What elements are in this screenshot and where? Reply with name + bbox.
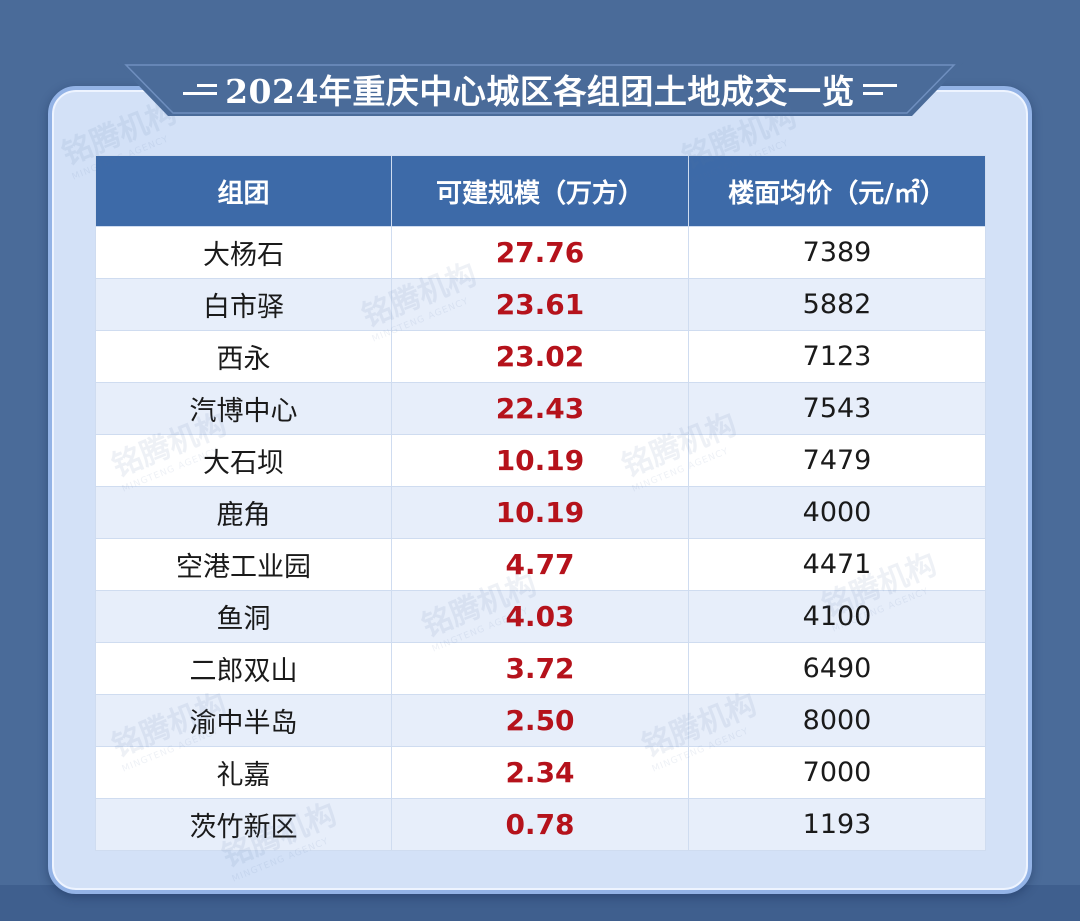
cell-scale: 2.50 (391, 694, 689, 747)
cell-scale: 23.61 (391, 278, 689, 331)
cell-price: 1193 (688, 798, 986, 851)
cell-group: 鱼洞 (95, 590, 392, 643)
title-banner-shape (116, 62, 964, 116)
cell-scale: 0.78 (391, 798, 689, 851)
data-table-wrapper: 组团 可建规模（万方） 楼面均价（元/㎡） 大杨石 27.76 7389 白市驿… (95, 155, 986, 851)
cell-group: 礼嘉 (95, 746, 392, 799)
table-row: 白市驿 23.61 5882 (95, 278, 986, 331)
title-banner: 2024年重庆中心城区各组团土地成交一览 (116, 62, 964, 116)
cell-scale: 2.34 (391, 746, 689, 799)
page-title-group: 2024年重庆中心城区各组团土地成交一览 (183, 65, 897, 113)
cell-group: 白市驿 (95, 278, 392, 331)
table-body: 大杨石 27.76 7389 白市驿 23.61 5882 西永 23.02 7… (95, 226, 986, 851)
cell-group: 大石坝 (95, 434, 392, 487)
column-header-scale: 可建规模（万方） (391, 155, 689, 227)
title-deco-left (183, 83, 218, 95)
cell-price: 5882 (688, 278, 986, 331)
table-row: 二郎双山 3.72 6490 (95, 642, 986, 695)
cell-group: 二郎双山 (95, 642, 392, 695)
cell-price: 7479 (688, 434, 986, 487)
table-row: 西永 23.02 7123 (95, 330, 986, 383)
cell-price: 7389 (688, 226, 986, 279)
cell-price: 7123 (688, 330, 986, 383)
table-row: 渝中半岛 2.50 8000 (95, 694, 986, 747)
cell-group: 渝中半岛 (95, 694, 392, 747)
cell-scale: 10.19 (391, 434, 689, 487)
cell-group: 茨竹新区 (95, 798, 392, 851)
column-header-group: 组团 (95, 155, 392, 227)
cell-scale: 27.76 (391, 226, 689, 279)
cell-scale: 23.02 (391, 330, 689, 383)
cell-price: 7543 (688, 382, 986, 435)
table-row: 汽博中心 22.43 7543 (95, 382, 986, 435)
table-header-row: 组团 可建规模（万方） 楼面均价（元/㎡） (95, 155, 986, 227)
cell-group: 西永 (95, 330, 392, 383)
cell-group: 空港工业园 (95, 538, 392, 591)
cell-scale: 4.03 (391, 590, 689, 643)
cell-price: 4471 (688, 538, 986, 591)
cell-scale: 3.72 (391, 642, 689, 695)
cell-price: 8000 (688, 694, 986, 747)
cell-price: 7000 (688, 746, 986, 799)
cell-price: 6490 (688, 642, 986, 695)
title-deco-right (862, 83, 897, 95)
cell-group: 大杨石 (95, 226, 392, 279)
table-row: 鱼洞 4.03 4100 (95, 590, 986, 643)
table-row: 大石坝 10.19 7479 (95, 434, 986, 487)
column-header-price: 楼面均价（元/㎡） (688, 155, 986, 227)
cell-scale: 10.19 (391, 486, 689, 539)
cell-price: 4000 (688, 486, 986, 539)
table-row: 茨竹新区 0.78 1193 (95, 798, 986, 851)
cell-scale: 22.43 (391, 382, 689, 435)
cell-group: 汽博中心 (95, 382, 392, 435)
page-title: 2024年重庆中心城区各组团土地成交一览 (225, 72, 855, 111)
table-row: 大杨石 27.76 7389 (95, 226, 986, 279)
table-row: 鹿角 10.19 4000 (95, 486, 986, 539)
table-row: 礼嘉 2.34 7000 (95, 746, 986, 799)
cell-scale: 4.77 (391, 538, 689, 591)
cell-price: 4100 (688, 590, 986, 643)
data-table: 组团 可建规模（万方） 楼面均价（元/㎡） 大杨石 27.76 7389 白市驿… (95, 155, 986, 851)
table-row: 空港工业园 4.77 4471 (95, 538, 986, 591)
cell-group: 鹿角 (95, 486, 392, 539)
